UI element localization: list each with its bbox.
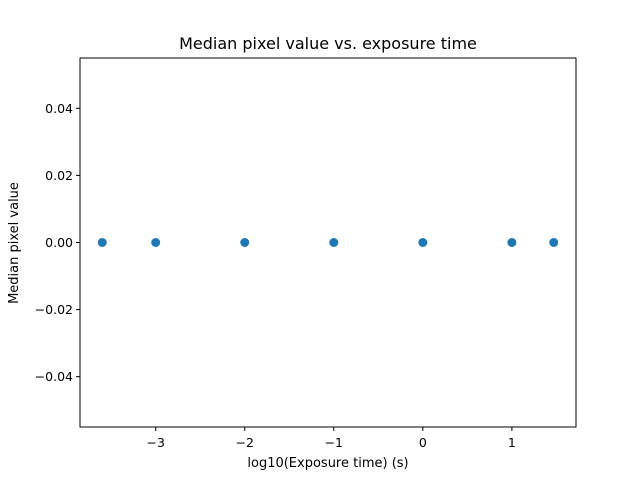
data-point: [418, 238, 428, 247]
y-tick-label: 0.00: [45, 235, 73, 250]
y-axis-ticks: 0.04 0.02 0.00 −0.02 −0.04: [35, 101, 80, 384]
data-point: [549, 238, 559, 247]
chart-title: Median pixel value vs. exposure time: [179, 34, 477, 53]
y-tick-label: −0.02: [35, 302, 73, 317]
x-axis-label: log10(Exposure time) (s): [247, 456, 408, 471]
x-axis-ticks: −3 −2 −1 0 1: [146, 427, 516, 450]
y-tick-label: 0.02: [45, 168, 73, 183]
x-tick-label: 1: [508, 435, 516, 450]
data-point: [507, 238, 517, 247]
plot-frame: [79, 57, 577, 428]
data-point: [97, 238, 107, 247]
y-axis-label: Median pixel value: [7, 182, 22, 304]
x-tick-label: −2: [236, 435, 254, 450]
data-point: [151, 238, 161, 247]
x-tick-label: 0: [419, 435, 427, 450]
x-tick-label: −3: [146, 435, 164, 450]
data-points: [97, 238, 559, 247]
x-tick-label: −1: [325, 435, 343, 450]
data-point: [240, 238, 250, 247]
y-tick-label: 0.04: [45, 101, 73, 116]
y-tick-label: −0.04: [35, 369, 73, 384]
data-point: [329, 238, 339, 247]
